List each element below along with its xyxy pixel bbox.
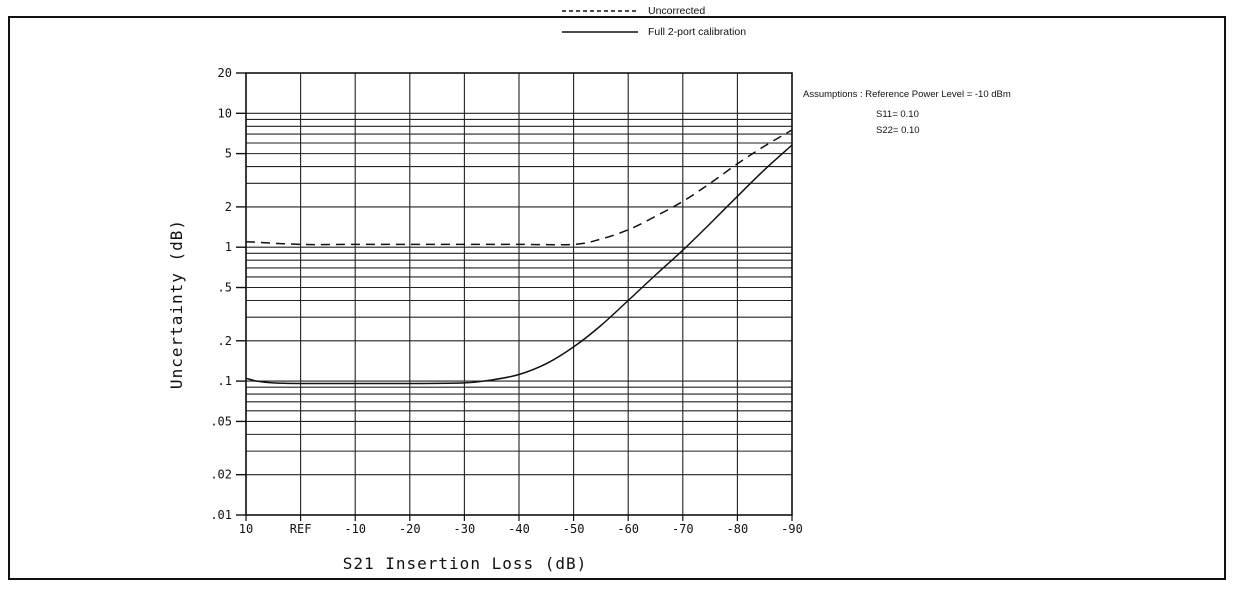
- y-tick-label: .2: [218, 334, 232, 348]
- x-tick-label: -90: [781, 522, 803, 536]
- y-tick-label: .5: [218, 281, 232, 295]
- x-tick-label: 10: [239, 522, 253, 536]
- x-tick-label: -60: [617, 522, 639, 536]
- x-tick-label: -30: [454, 522, 476, 536]
- y-tick-label: .01: [210, 508, 232, 522]
- x-tick-label: -20: [399, 522, 421, 536]
- x-tick-label: -10: [344, 522, 366, 536]
- x-tick-label: -40: [508, 522, 530, 536]
- assumption-s11: S11= 0.10: [876, 109, 919, 120]
- y-tick-label: 10: [218, 106, 232, 120]
- y-axis-ticks: 20 10 5 2 1 .5 .2 .1 .05 .02 .01: [210, 66, 246, 522]
- legend-label-uncorrected: Uncorrected: [648, 5, 705, 17]
- x-axis-title: S21 Insertion Loss (dB): [343, 554, 588, 573]
- grid: [245, 72, 793, 516]
- legend-label-calibrated: Full 2-port calibration: [648, 26, 746, 38]
- x-tick-label: -80: [727, 522, 749, 536]
- series-line-full-2-port-calibration: [245, 144, 793, 385]
- y-tick-label: 5: [225, 147, 232, 161]
- x-tick-label: -70: [672, 522, 694, 536]
- legend: Uncorrected Full 2-port calibration: [562, 5, 746, 38]
- y-tick-label: 1: [225, 240, 232, 254]
- y-tick-label: 20: [218, 66, 232, 80]
- y-tick-label: .02: [210, 468, 232, 482]
- series: [245, 129, 793, 385]
- assumption-s22: S22= 0.10: [876, 125, 920, 136]
- y-tick-label: 2: [225, 200, 232, 214]
- y-tick-label: .05: [210, 414, 232, 428]
- x-axis-ticks: 10 REF -10 -20 -30 -40 -50 -60 -70 -80 -90: [239, 515, 803, 536]
- x-tick-label: REF: [290, 522, 312, 536]
- y-tick-label: .1: [218, 374, 232, 388]
- chart-frame: [8, 16, 1226, 580]
- assumption-reference-power: Assumptions : Reference Power Level = -1…: [803, 89, 1011, 100]
- x-tick-label: -50: [563, 522, 585, 536]
- y-axis-title: Uncertainty (dB): [167, 219, 186, 389]
- assumptions-annotation: Assumptions : Reference Power Level = -1…: [803, 89, 1011, 136]
- series-line-uncorrected: [245, 129, 793, 246]
